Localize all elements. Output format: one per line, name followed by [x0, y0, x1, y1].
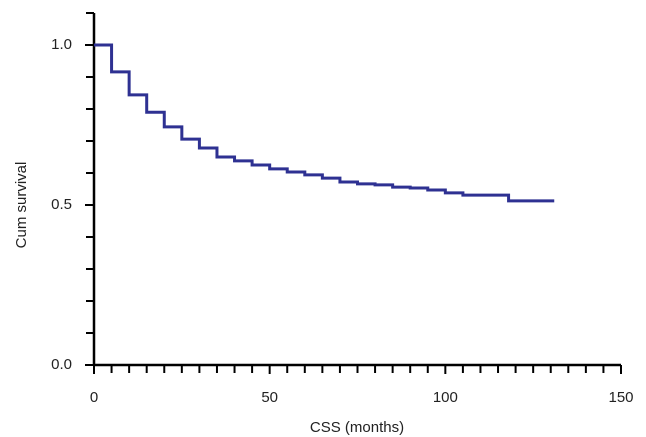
x-tick-label: 50: [261, 389, 278, 406]
y-axis-label: Cum survival: [13, 162, 30, 249]
x-axis-label: CSS (months): [310, 419, 404, 436]
x-tick-label: 100: [433, 389, 458, 406]
survival-curve: [94, 43, 555, 203]
y-tick-label: 0.0: [51, 356, 72, 373]
x-tick-label: 150: [608, 389, 633, 406]
y-tick-label: 0.5: [51, 196, 72, 213]
y-tick-label: 1.0: [51, 36, 72, 53]
x-tick-label: 0: [90, 389, 98, 406]
